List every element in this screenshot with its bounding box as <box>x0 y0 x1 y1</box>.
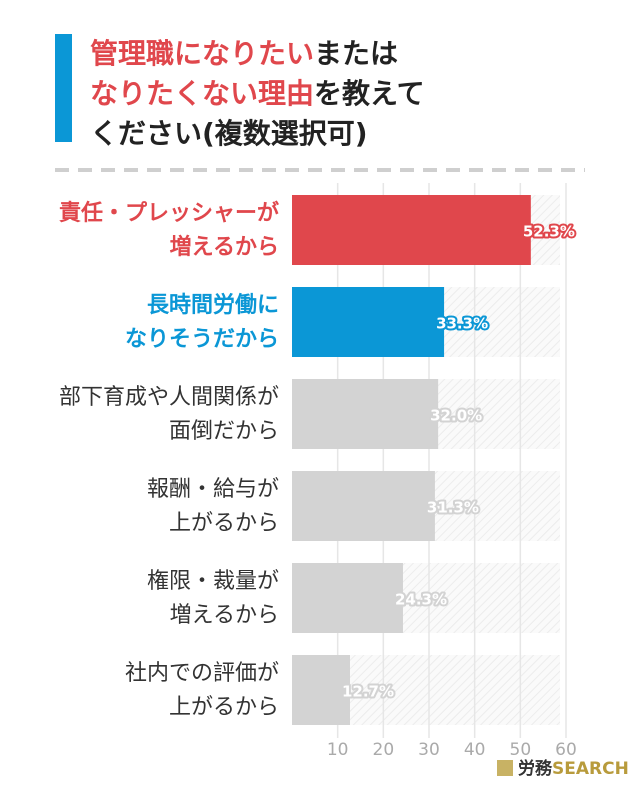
value-label: 24.3% <box>395 591 447 609</box>
bar <box>292 563 403 633</box>
brand: 労務SEARCH <box>518 758 629 779</box>
value-label: 32.0% <box>430 407 482 425</box>
bar <box>292 655 350 725</box>
value-label: 31.3% <box>427 499 479 517</box>
bar <box>292 195 531 265</box>
x-tick-label: 20 <box>373 740 395 760</box>
value-label: 52.3% <box>523 223 575 241</box>
x-tick-label: 30 <box>418 740 440 760</box>
chart-title: ください(複数選択可) <box>90 117 368 150</box>
title-accent <box>55 34 72 142</box>
y-tick-label: 権限・裁量が <box>147 569 279 594</box>
bar <box>292 471 435 541</box>
y-tick-label: 部下育成や人間関係が <box>59 385 279 410</box>
value-label: 33.3% <box>436 315 488 333</box>
title-part: なりたくない理由 <box>90 77 314 110</box>
brand-part: SEARCH <box>552 759 629 779</box>
y-tick-label: 増えるから <box>170 234 279 260</box>
x-tick-label: 10 <box>327 740 349 760</box>
x-tick-label: 50 <box>510 740 532 760</box>
title-part: または <box>314 37 398 70</box>
value-label: 12.7% <box>342 683 394 701</box>
chart-title: なりたくない理由を教えて <box>90 77 425 110</box>
title-part: を教えて <box>314 77 425 110</box>
title-part: 管理職になりたい <box>90 37 314 70</box>
y-tick-label: 面倒だから <box>169 419 279 444</box>
y-tick-label: 社内での評価が <box>125 661 279 686</box>
logo-icon <box>497 760 513 776</box>
y-tick-label: 長時間労働に <box>147 292 279 318</box>
brand-part: 労務 <box>518 758 553 779</box>
y-tick-label: 増えるから <box>170 603 279 628</box>
x-tick-label: 40 <box>464 740 486 760</box>
y-tick-label: 報酬・給与が <box>147 477 279 502</box>
y-tick-label: なりそうだから <box>125 327 279 352</box>
y-tick-label: 責任・プレッシャーが <box>59 200 279 226</box>
bar <box>292 379 439 449</box>
y-tick-label: 上がるから <box>169 511 279 536</box>
chart-title: 管理職になりたいまたは <box>90 37 398 70</box>
x-tick-label: 60 <box>555 740 577 760</box>
bar <box>292 287 445 357</box>
logo <box>497 760 513 776</box>
y-tick-label: 上がるから <box>169 695 279 720</box>
title-part: ください(複数選択可) <box>90 117 368 150</box>
